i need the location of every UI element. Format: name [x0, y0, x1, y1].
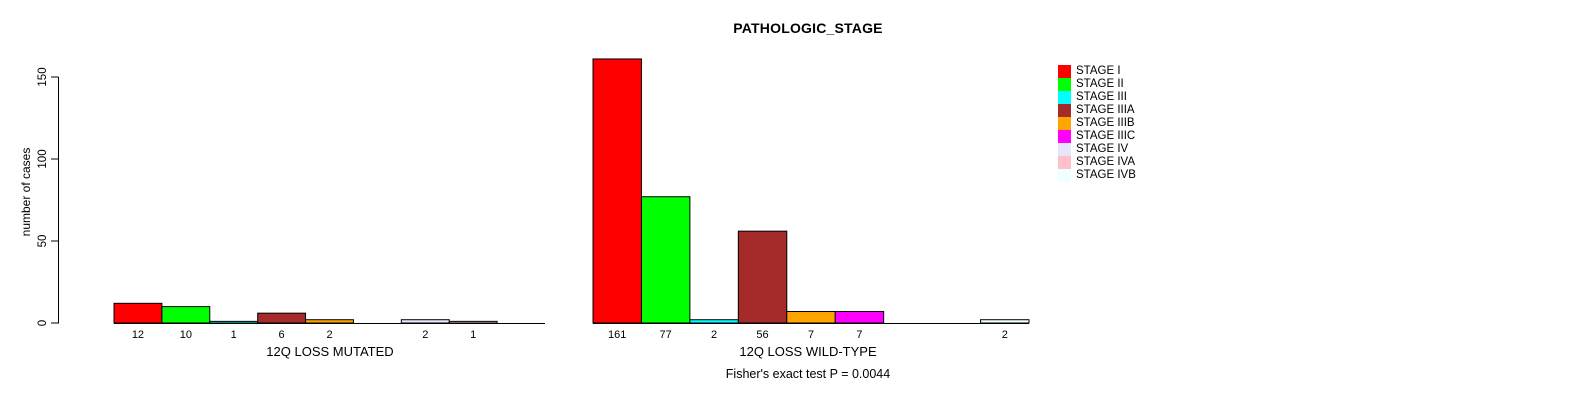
bar-value-label: 12 — [132, 329, 144, 341]
bar-value-label: 7 — [808, 329, 814, 341]
y-tick-label: 100 — [37, 149, 49, 168]
bar-stage-i — [592, 58, 642, 324]
legend-swatch-icon — [1058, 91, 1071, 104]
legend-swatch-icon — [1058, 156, 1071, 169]
bar-stage-iiic — [834, 311, 885, 324]
bar-value-label: 1 — [231, 329, 237, 341]
legend-item: STAGE III — [1058, 91, 1136, 104]
bar-stage-ii — [640, 196, 691, 324]
bar-value-label: 161 — [608, 329, 626, 341]
legend-label: STAGE IV — [1076, 143, 1129, 155]
legend-swatch-icon — [1058, 169, 1071, 182]
legend-item: STAGE IIIC — [1058, 130, 1136, 143]
bar-value-label: 10 — [180, 329, 192, 341]
bar-stage-iiia — [257, 312, 307, 324]
legend-label: STAGE IVB — [1076, 169, 1136, 181]
bar-stage-iii — [689, 319, 739, 324]
legend-item: STAGE I — [1058, 65, 1136, 78]
legend-swatch-icon — [1058, 78, 1071, 91]
bar-value-label: 7 — [856, 329, 862, 341]
bar-stage-ii — [161, 306, 211, 324]
y-axis-label: number of cases — [19, 147, 33, 237]
legend-swatch-icon — [1058, 143, 1071, 156]
legend-swatch-icon — [1058, 65, 1071, 78]
legend-swatch-icon — [1058, 130, 1071, 143]
legend: STAGE I STAGE II STAGE III STAGE IIIA STAGE … — [1058, 65, 1136, 182]
bar-value-label: 2 — [422, 329, 428, 341]
bar-stage-iva — [448, 320, 498, 324]
bar-stage-iiia — [737, 230, 788, 324]
legend-item: STAGE IVB — [1058, 169, 1136, 182]
bar-value-label: 77 — [660, 329, 672, 341]
bar-value-label: 2 — [711, 329, 717, 341]
y-tick-label: 150 — [37, 67, 49, 86]
x-axis-group-label-mutated: 12Q LOSS MUTATED — [266, 344, 394, 359]
x-axis-group-label-wild-type: 12Q LOSS WILD-TYPE — [739, 344, 877, 359]
bar-value-label: 56 — [756, 329, 768, 341]
legend-swatch-icon — [1058, 104, 1071, 117]
legend-item: STAGE IVA — [1058, 156, 1136, 169]
legend-label: STAGE IIIA — [1076, 104, 1135, 116]
fisher-test-annotation: Fisher's exact test P = 0.0044 — [725, 367, 891, 381]
y-tick-label: 0 — [37, 320, 49, 326]
bar-stage-iii — [209, 320, 259, 324]
bar-stage-iiib — [786, 311, 836, 324]
legend-item: STAGE II — [1058, 78, 1136, 91]
legend-swatch-icon — [1058, 117, 1071, 130]
bar-stage-iiib — [305, 319, 354, 324]
bar-stage-i — [113, 302, 163, 324]
bar-value-label: 6 — [279, 329, 285, 341]
legend-label: STAGE III — [1076, 91, 1127, 103]
bar-value-label: 1 — [470, 329, 476, 341]
legend-label: STAGE I — [1076, 65, 1121, 77]
bar-value-label: 2 — [326, 329, 332, 341]
bar-stage-ivb — [980, 319, 1030, 324]
bar-value-label: 2 — [1002, 329, 1008, 341]
chart-title: PATHOLOGIC_STAGE — [733, 20, 883, 36]
legend-item: STAGE IV — [1058, 143, 1136, 156]
bar-stage-iv — [400, 319, 450, 324]
y-tick-label: 50 — [37, 235, 49, 248]
legend-label: STAGE IVA — [1076, 156, 1136, 168]
legend-item: STAGE IIIB — [1058, 117, 1136, 130]
legend-label: STAGE II — [1076, 78, 1124, 90]
legend-label: STAGE IIIB — [1076, 117, 1135, 129]
legend-item: STAGE IIIA — [1058, 104, 1136, 117]
legend-label: STAGE IIIC — [1076, 130, 1136, 142]
